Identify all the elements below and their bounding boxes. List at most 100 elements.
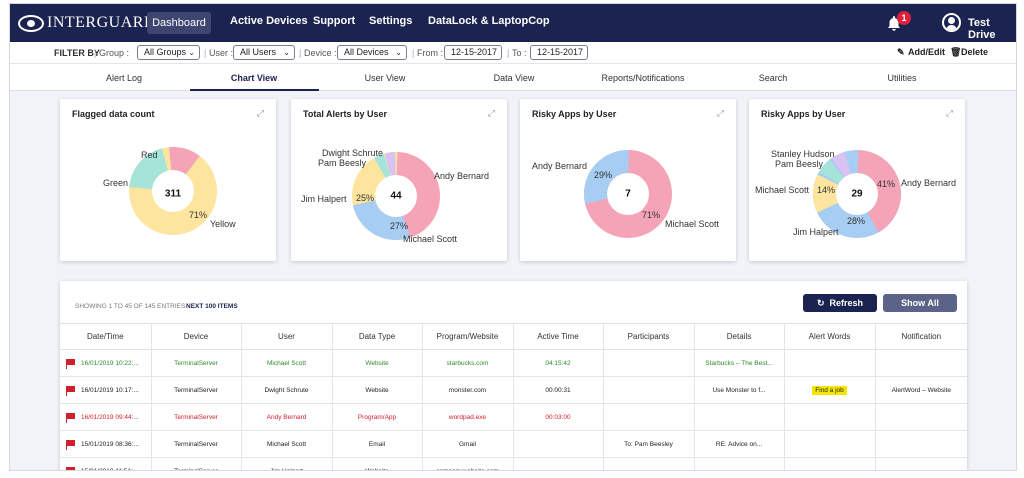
edit-icon[interactable]: ✎	[897, 47, 905, 57]
table-cell: Email	[332, 430, 423, 458]
flag-icon[interactable]	[66, 466, 75, 470]
pct-andy: 29%	[594, 170, 613, 180]
donut-chart	[584, 150, 672, 238]
col-header[interactable]: Alert Words	[784, 323, 876, 350]
tab-user-view[interactable]: User View	[364, 73, 406, 83]
col-header[interactable]: Data Type	[332, 323, 423, 350]
table-cell	[603, 349, 695, 377]
refresh-button[interactable]: ↻ Refresh	[803, 294, 877, 312]
slice-andy	[584, 150, 672, 238]
flag-icon[interactable]	[66, 412, 75, 423]
to-date-input[interactable]: 12-15-2017	[530, 45, 588, 60]
table-cell	[603, 403, 695, 431]
table-cell	[875, 430, 967, 458]
add-edit-button[interactable]: Add/Edit	[908, 47, 945, 57]
tab-search[interactable]: Search	[758, 73, 788, 83]
donut-chart	[128, 147, 217, 235]
col-header[interactable]: Active Time	[513, 323, 604, 350]
cell-text: Program/App	[357, 413, 397, 421]
label-pam: Pam Beesly	[775, 159, 824, 169]
notification-badge: 1	[897, 11, 911, 25]
pct-yellow: 71%	[189, 210, 208, 220]
nav-dashboard[interactable]: Dashboard	[147, 12, 211, 34]
table-row[interactable]: 15/01/2019 11:51:... TerminalServer Jim Ha…	[60, 457, 967, 471]
app-window: INTERGUARD Dashboard Active Devices Supp…	[9, 3, 1017, 471]
table-header-row: Date/Time Device User Data Type Program/…	[60, 323, 967, 350]
nav-settings[interactable]: Settings	[369, 15, 413, 27]
table-row[interactable]: 16/01/2019 10:17:... TerminalServer Dwight…	[60, 376, 967, 404]
tab-chart-view[interactable]: Chart View	[230, 73, 278, 83]
chart-card-total-alerts: Total Alerts by User ⤢ 44 Dwight Schrute…	[291, 99, 507, 261]
table-cell: starbucks.com	[422, 349, 514, 377]
table-cell: monster.com	[422, 376, 514, 404]
label-andy: Andy Bernard	[901, 178, 957, 188]
cell-text: TerminalServer	[174, 359, 218, 367]
user-avatar-icon[interactable]	[942, 13, 961, 32]
flag-icon[interactable]	[66, 385, 75, 396]
table-row[interactable]: 15/01/2019 08:36:... TerminalServer Michae…	[60, 430, 967, 458]
col-header[interactable]: Participants	[603, 323, 695, 350]
table-row[interactable]: 16/01/2019 10:22:... TerminalServer Michae…	[60, 349, 967, 377]
label-andy: Andy Bernard	[532, 161, 588, 171]
nav-support[interactable]: Support	[313, 15, 356, 27]
table-row[interactable]: 16/01/2019 09:44:... TerminalServer Andy B…	[60, 403, 967, 431]
table-cell: TerminalServer	[151, 403, 242, 431]
device-select[interactable]: All Devices ⌄	[337, 45, 407, 60]
chart-card-risky-apps-2: Risky Apps by User ⤢ 29 Stanley Hudson P…	[749, 99, 965, 261]
tab-alert-log[interactable]: Alert Log	[105, 73, 143, 83]
slice-michael	[813, 150, 901, 238]
flag-icon[interactable]	[66, 439, 75, 450]
table-cell: RE: Advice on...	[694, 430, 785, 458]
col-header[interactable]: Date/Time	[60, 323, 152, 350]
tab-utilities[interactable]: Utilities	[887, 73, 917, 83]
expand-icon[interactable]: ⤢	[945, 108, 953, 118]
table-cell: Website	[332, 457, 423, 470]
refresh-label: Refresh	[829, 298, 864, 308]
pct-michael: 14%	[817, 185, 836, 195]
col-header[interactable]: Notification	[875, 323, 967, 350]
from-date-input[interactable]: 12-15-2017	[444, 45, 502, 60]
col-header[interactable]: Device	[151, 323, 242, 350]
trash-icon[interactable]: 🗑	[950, 47, 962, 57]
label-andy: Andy Bernard	[434, 171, 490, 181]
table-cell: Dwight Schrute	[241, 376, 333, 404]
col-header[interactable]: User	[241, 323, 333, 350]
logo[interactable]: INTERGUARD	[18, 13, 156, 33]
cell-text: 16/01/2019 10:17:...	[81, 386, 139, 394]
cell-text: TerminalServer	[174, 386, 218, 394]
logo-text: INTERGUARD	[47, 14, 156, 31]
tab-reports-notifications[interactable]: Reports/Notifications	[601, 73, 685, 83]
next-items-link[interactable]: NEXT 100 ITEMS	[186, 303, 238, 310]
nav-datalock[interactable]: DataLock & LaptopCop	[428, 15, 550, 27]
show-all-button[interactable]: Show All	[883, 294, 957, 312]
chart-card-risky-apps: Risky Apps by User ⤢ 7 Andy Bernard Mich…	[520, 99, 736, 261]
chart-card-flagged-data: Flagged data count ⤢ 311 Red Green Yello…	[60, 99, 276, 261]
top-navbar: INTERGUARD Dashboard Active Devices Supp…	[10, 4, 1016, 42]
expand-icon[interactable]: ⤢	[487, 108, 495, 118]
entries-count: SHOWING 1 TO 45 OF 145 ENTRIES	[75, 303, 186, 310]
cell-text: Jim Halpert	[270, 467, 303, 471]
table-cell: To: Pam Beesley	[603, 430, 695, 458]
group-select[interactable]: All Groups ⌄	[137, 45, 200, 60]
table-cell	[875, 457, 967, 470]
cell-text: Website	[365, 386, 389, 394]
col-header[interactable]: Details	[694, 323, 785, 350]
active-tab-underline	[190, 89, 319, 91]
flag-icon[interactable]	[66, 358, 75, 369]
expand-icon[interactable]: ⤢	[256, 108, 264, 118]
nav-active-devices[interactable]: Active Devices	[230, 15, 308, 27]
username[interactable]: Test Drive	[968, 17, 996, 41]
table-cell	[784, 457, 876, 470]
center-total: 44	[390, 190, 402, 202]
expand-icon[interactable]: ⤢	[716, 108, 724, 118]
user-select[interactable]: All Users ⌄	[233, 45, 295, 60]
user-label: User :	[209, 48, 234, 58]
col-header[interactable]: Program/Website	[422, 323, 514, 350]
cell-text: starbucks.com	[446, 359, 489, 367]
tab-data-view[interactable]: Data View	[493, 73, 535, 83]
card-title: Flagged data count	[72, 109, 155, 119]
cell-text: 15/01/2019 11:51:...	[81, 468, 138, 470]
table-cell: TerminalServer	[151, 457, 242, 470]
delete-button[interactable]: Delete	[961, 47, 989, 57]
pct-jim: 25%	[356, 193, 375, 203]
